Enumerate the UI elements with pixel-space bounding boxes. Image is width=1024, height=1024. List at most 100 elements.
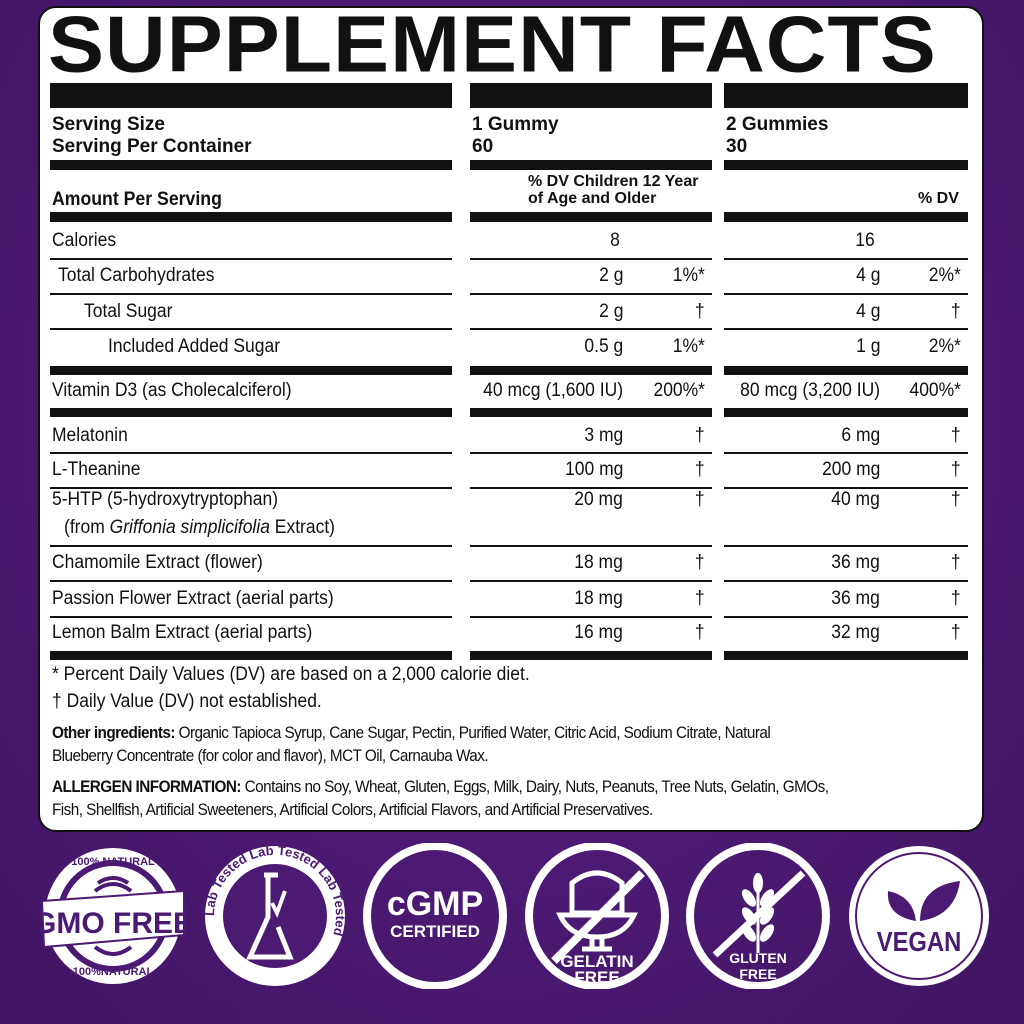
divider-thin xyxy=(724,616,968,618)
divider-thin xyxy=(724,487,968,489)
divider-thin xyxy=(470,487,712,489)
divider-thick xyxy=(724,366,968,375)
col1-amount: 2 g xyxy=(598,301,623,322)
col2-dv: † xyxy=(951,588,961,609)
divider-thick xyxy=(470,212,712,222)
wheat-crossed-icon xyxy=(712,870,806,958)
col2-amount: 36 mg xyxy=(831,588,880,609)
col2-amount: 40 mg xyxy=(831,489,880,510)
amount-per-serving-label: Amount Per Serving xyxy=(52,189,222,210)
divider-thin xyxy=(470,545,712,547)
col2-amount: 4 g xyxy=(855,301,880,322)
col2-dv: 2%* xyxy=(928,265,961,286)
nutrient-name: Included Added Sugar xyxy=(108,336,281,357)
divider-thick xyxy=(50,408,452,417)
divider-thin xyxy=(470,258,712,260)
divider-thick xyxy=(470,160,712,170)
col1-dv: 1%* xyxy=(672,336,705,357)
serving-size-label: Serving Size xyxy=(52,114,165,135)
divider-thick xyxy=(470,651,712,660)
lab-tested-badge: Lab Tested Lab Tested Lab Tested xyxy=(202,843,348,989)
nutrient-name: 5-HTP (5-hydroxytryptophan) xyxy=(52,489,279,510)
col1-dv: † xyxy=(695,301,705,322)
vegan-badge: VEGAN xyxy=(846,843,992,989)
divider-thick xyxy=(724,408,968,417)
gelatin-free-badge: GELATIN FREE xyxy=(524,842,670,990)
divider-thick xyxy=(50,651,452,660)
col2-dv: † xyxy=(951,459,961,480)
divider-thin xyxy=(724,258,968,260)
col1-dv: 1%* xyxy=(672,265,705,286)
divider-thin xyxy=(50,258,452,260)
gluten-free-badge: GLUTEN FREE xyxy=(685,842,831,990)
col1-amount: 20 mg xyxy=(574,489,623,510)
col2-dv: † xyxy=(951,425,961,446)
col1-dv: † xyxy=(695,588,705,609)
nutrient-name: Vitamin D3 (as Cholecalciferol) xyxy=(52,380,292,401)
nutrient-name: Calories xyxy=(52,230,117,251)
col2-dv-header: % DV xyxy=(918,190,959,207)
gelatin-text: GELATIN xyxy=(560,952,633,971)
divider-thick xyxy=(470,366,712,375)
other-ingredients-text: Organic Tapioca Syrup, Cane Sugar, Pecti… xyxy=(174,723,771,742)
not-established-footnote: † Daily Value (DV) not established. xyxy=(52,691,322,712)
col2-dv: † xyxy=(951,489,961,510)
col1-serving-size: 1 Gummy xyxy=(472,114,559,135)
allergen-line2: Fish, Shellfish, Artificial Sweeteners, … xyxy=(52,800,653,819)
cgmp-certified-badge: cGMP CERTIFIED xyxy=(362,842,508,990)
col1-dv: † xyxy=(695,489,705,510)
divider-thin xyxy=(50,580,452,582)
col2-dv: † xyxy=(951,622,961,643)
col2-dv: † xyxy=(951,552,961,573)
header-bar-mid xyxy=(470,83,712,108)
divider-thick xyxy=(470,408,712,417)
col1-dv: † xyxy=(695,552,705,573)
nutrient-name: L-Theanine xyxy=(52,459,141,480)
col2-dv: 2%* xyxy=(928,336,961,357)
col1-dv: † xyxy=(695,622,705,643)
divider-thick xyxy=(724,160,968,170)
col1-amount: 3 mg xyxy=(584,425,623,446)
divider-thin xyxy=(50,293,452,295)
jelly-crossed-icon xyxy=(551,870,645,964)
col1-amount: 40 mcg (1,600 IU) xyxy=(483,380,623,401)
col1-amount: 2 g xyxy=(598,265,623,286)
botanical-name: Griffonia simplicifolia xyxy=(109,517,270,538)
header-bar-right xyxy=(724,83,968,108)
certified-text: CERTIFIED xyxy=(390,922,480,941)
col2-amount: 200 mg xyxy=(821,459,880,480)
divider-thin xyxy=(470,328,712,330)
divider-thin xyxy=(50,545,452,547)
col1-dv-header-line1: % DV Children 12 Year xyxy=(528,173,699,190)
allergen-line1: ALLERGEN INFORMATION: Contains no Soy, W… xyxy=(52,777,829,797)
nutrient-name: Chamomile Extract (flower) xyxy=(52,552,263,573)
col2-amount: 16 xyxy=(855,230,875,251)
other-ingredients-line1: Other ingredients: Organic Tapioca Syrup… xyxy=(52,723,771,743)
col1-amount: 0.5 g xyxy=(584,336,623,357)
gmo-free-badge: GMO FREE 100% NATURAL 100%NATURAL xyxy=(33,843,193,989)
divider-thin xyxy=(50,616,452,618)
divider-thin xyxy=(50,452,452,454)
col1-dv: † xyxy=(695,425,705,446)
divider-thin xyxy=(724,545,968,547)
divider-thick xyxy=(50,160,452,170)
col2-servings-count: 30 xyxy=(726,136,748,157)
gmo-top-text: 100% NATURAL xyxy=(71,856,155,868)
vegan-text: VEGAN xyxy=(877,925,962,957)
col2-dv: 400%* xyxy=(909,380,961,401)
allergen-label: ALLERGEN INFORMATION: xyxy=(52,777,241,796)
page-title: SUPPLEMENT FACTS xyxy=(48,0,937,89)
gelatin-free-text: FREE xyxy=(574,968,619,987)
gluten-text: GLUTEN xyxy=(729,950,787,966)
divider-thick xyxy=(724,212,968,222)
col1-dv-header: % DV Children 12 Year of Age and Older xyxy=(528,173,698,207)
col2-amount: 4 g xyxy=(855,265,880,286)
divider-thick xyxy=(724,651,968,660)
source-text: Extract) xyxy=(269,517,336,538)
divider-thin xyxy=(724,293,968,295)
header-bar-left xyxy=(50,83,452,108)
col1-amount: 16 mg xyxy=(574,622,623,643)
col1-amount: 100 mg xyxy=(564,459,623,480)
divider-thick xyxy=(50,212,452,222)
allergen-text: Contains no Soy, Wheat, Gluten, Eggs, Mi… xyxy=(240,777,829,796)
